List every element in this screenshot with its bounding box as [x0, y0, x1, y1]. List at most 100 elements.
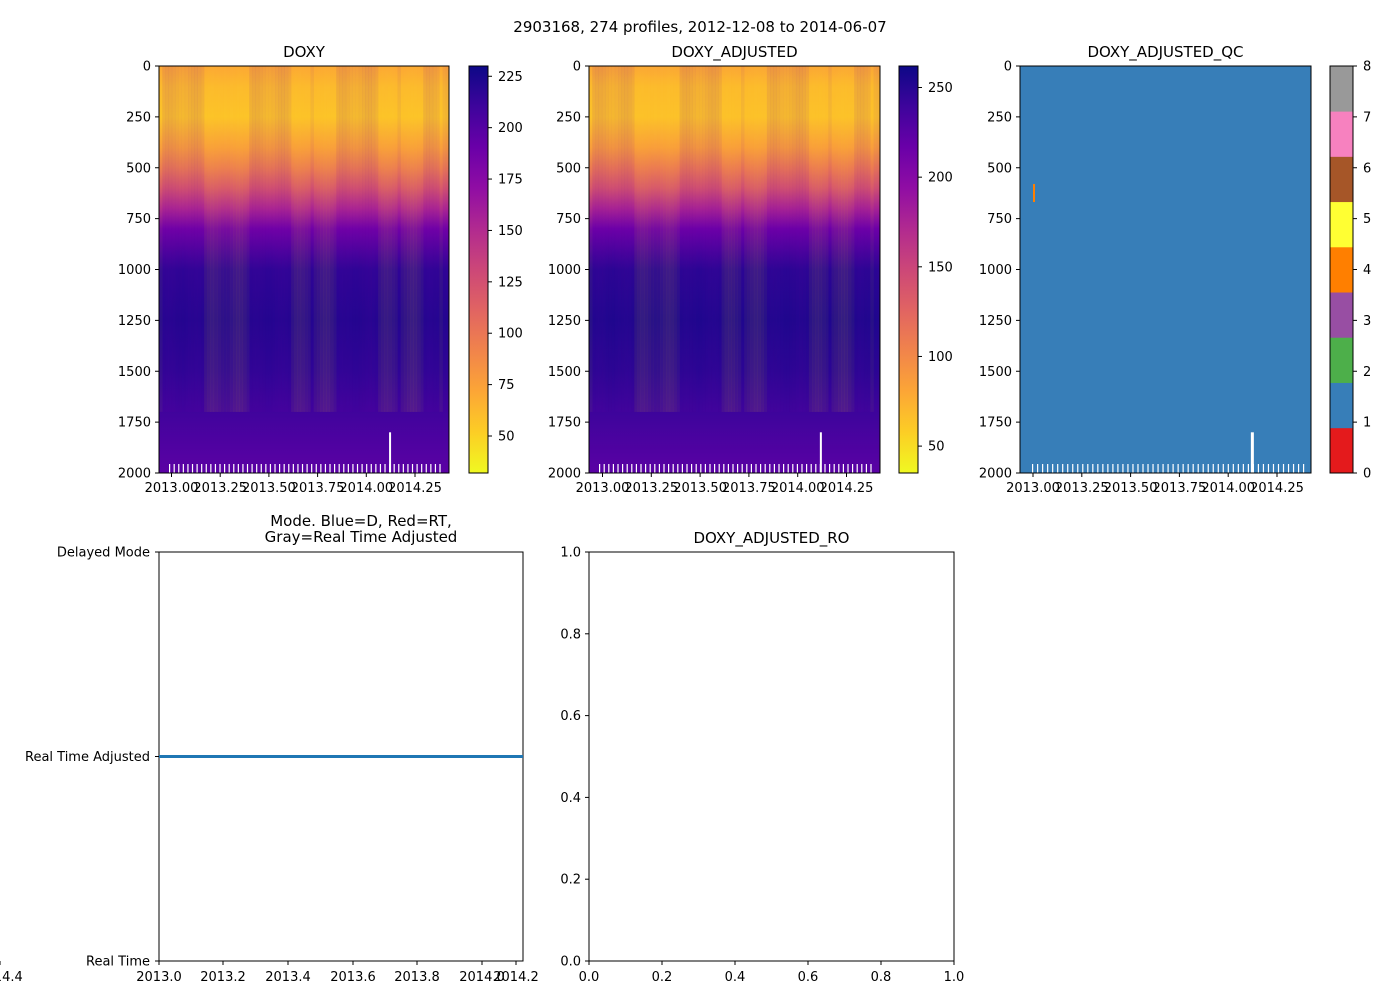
panel-doxy-profile-stripe: [249, 66, 253, 412]
panel-doxy-adjusted-profile-stripe: [870, 66, 874, 412]
panel-doxy-colorbar-label: 125: [498, 275, 523, 290]
panel-doxy-adjusted-qc-ytick-label: 500: [987, 161, 1012, 176]
panel-doxy-ytick-label: 2000: [118, 467, 151, 482]
panel-doxy-profile-stripe: [400, 66, 405, 412]
panel-doxy-adjusted-profile-stripe: [627, 66, 632, 412]
panel-doxy-adjusted-qc-bottom-gap: [1047, 464, 1049, 473]
panel-doxy-adjusted-bottom-gap: [700, 464, 702, 473]
panel-doxy-adjusted-bottom-gap: [824, 464, 826, 473]
panel-doxy-adjusted-bottom-gap: [654, 464, 656, 473]
panel-doxy-adjusted-qc-bottom-gap: [1207, 464, 1209, 473]
panel-doxy-adjusted-profile-stripe: [737, 66, 742, 412]
panel-doxy-adjusted-profile-stripe: [692, 66, 696, 412]
panel-doxy-adjusted-qc-bottom-gap: [1087, 464, 1089, 473]
panel-doxy-bottom-gap: [379, 464, 382, 473]
panel-doxy-profile-stripe: [236, 66, 240, 412]
panel-doxy-bottom-gap: [370, 464, 372, 473]
panel-doxy-adjusted-profile-stripe: [805, 66, 810, 412]
panel-doxy-bottom-gap: [425, 464, 427, 473]
panel-doxy-adjusted-bottom-gap: [681, 464, 683, 473]
panel-doxy-profile-stripe: [168, 66, 173, 412]
panel-doxy-bottom-gap: [311, 464, 313, 473]
panel-doxy-adjusted-qc-bottom-gap: [1157, 464, 1159, 473]
panel-doxy-adjusted-profile-stripe: [740, 66, 745, 412]
panel-doxy-adjusted-qc-colorbar-swatch: [1330, 292, 1353, 338]
panel-doxy-adjusted-qc-bottom-gap: [1222, 464, 1224, 473]
panel-doxy-adjusted-profile-stripe: [708, 66, 713, 412]
panel-doxy-colorbar-frame: [468, 65, 489, 474]
panel-mode-title: Mode. Blue=D, Red=RT, Gray=Real Time Adju…: [265, 512, 458, 546]
panel-doxy-adjusted-profile-stripe: [702, 66, 706, 412]
panel-doxy-adjusted-profile-stripe: [601, 66, 606, 412]
panel-doxy-bottom-gap: [182, 464, 184, 473]
panel-doxy-adjusted-qc-bottom-gap: [1282, 464, 1285, 473]
panel-doxy-bottom-gap: [324, 464, 327, 473]
panel-doxy-profile-stripe: [378, 66, 382, 412]
panel-doxy-adjusted-profile-stripe: [744, 66, 748, 412]
panel-doxy-bottom-gap: [246, 464, 249, 473]
panel-doxy-adjusted-qc-bottom-gap: [1242, 464, 1244, 473]
panel-doxy-adjusted-bottom-gap: [663, 464, 665, 473]
panel-doxy-ytick-label: 750: [126, 212, 151, 227]
panel-doxy-adjusted-bottom-gap: [769, 464, 771, 473]
panel-doxy-adjusted-qc-bottom-gap: [1137, 464, 1139, 473]
panel-doxy-adjusted-profile-stripe: [770, 66, 774, 412]
panel-doxy-adjusted-qc-bottom-gap: [1212, 464, 1214, 473]
panel-doxy-adjusted-qc-bottom-gap: [1162, 464, 1164, 473]
panel-doxy-profile-stripe: [410, 66, 414, 412]
panel-doxy-adjusted-bottom-gap: [677, 464, 679, 473]
panel-doxy-adjusted-ro-xtick-label: 0.8: [871, 970, 892, 985]
panel-doxy-profile-stripe: [162, 66, 166, 412]
panel-doxy-adjusted-qc-ytick-label: 250: [987, 110, 1012, 125]
panel-doxy-profile-stripe: [307, 66, 311, 412]
panel-doxy-profile-stripe: [333, 66, 337, 412]
panel-doxy-bottom-gap: [178, 464, 180, 473]
panel-doxy-profile-stripe: [387, 66, 392, 412]
panel-doxy-ytick-label: 1500: [118, 365, 151, 380]
panel-doxy-profile-stripe: [233, 66, 237, 412]
panel-doxy-adjusted-profile-stripe: [747, 66, 751, 412]
panel-doxy-bottom-gap: [434, 464, 437, 473]
panel-doxy-adjusted-qc-colorbar-label: 0: [1363, 467, 1371, 482]
panel-doxy-profile-stripe: [358, 66, 363, 412]
panel-doxy-profile-stripe: [271, 66, 276, 412]
panel-doxy-adjusted-profile-stripe: [863, 66, 868, 412]
panel-doxy-adjusted-profile-stripe: [763, 66, 768, 412]
panel-doxy-adjusted-qc-bottom-gap: [1292, 464, 1295, 473]
panel-doxy-bottom-gap: [329, 464, 331, 473]
panel-doxy-adjusted-qc-colorbar-swatch: [1330, 201, 1353, 248]
panel-doxy-profile-stripe: [371, 66, 376, 412]
panel-doxy-adjusted-qc-ytick-label: 2000: [979, 467, 1012, 482]
panel-doxy-adjusted-qc-bottom-gap: [1077, 464, 1079, 473]
panel-doxy-bottom-gap: [366, 464, 368, 473]
panel-doxy-adjusted-profile-stripe: [773, 66, 777, 412]
panel-doxy-profile-stripe: [339, 66, 343, 412]
panel-doxy-profile-stripe: [278, 66, 282, 412]
panel-doxy-adjusted-profile-stripe: [660, 66, 664, 412]
panel-doxy-adjusted-bottom-gap: [631, 464, 633, 473]
panel-doxy-adjusted-qc-bottom-gap: [1112, 464, 1114, 473]
panel-doxy-adjusted-profile-stripe: [663, 66, 667, 412]
panel-doxy-adjusted-bottom-gap: [714, 464, 716, 473]
panel-doxy-adjusted-profile-stripe: [837, 66, 842, 412]
panel-doxy-adjusted-bottom-gap: [741, 464, 743, 473]
panel-doxy-xtick-label: 2013.25: [193, 481, 247, 496]
panel-doxy-adjusted-profile-stripe: [611, 66, 616, 412]
panel-doxy-adjusted-profile-stripe: [831, 66, 836, 412]
panel-doxy-adjusted-qc-bottom-gap: [1117, 464, 1119, 473]
panel-doxy-adjusted-qc-xtick-label: 2014.00: [1201, 481, 1255, 496]
panel-doxy-profile-stripe: [171, 66, 176, 412]
panel-doxy-adjusted-colorbar-label: 250: [928, 81, 953, 96]
panel-doxy-bottom-gap: [233, 464, 235, 473]
panel-doxy-adjusted-profile-stripe: [689, 66, 693, 412]
panel-doxy-adjusted-profile-stripe: [786, 66, 790, 412]
panel-doxy-adjusted-qc-bottom-gap: [1127, 464, 1129, 473]
panel-doxy-adjusted-bottom-gap: [704, 464, 706, 473]
panel-doxy-adjusted-profile-stripe: [815, 66, 819, 412]
panel-doxy-adjusted-bottom-gap: [778, 464, 780, 473]
panel-doxy-profile-stripe: [191, 66, 195, 412]
panel-doxy-adjusted-profile-stripe: [686, 66, 690, 412]
panel-doxy-adjusted-bottom-gap: [727, 464, 729, 473]
panel-doxy-bottom-gap: [224, 464, 226, 473]
panel-doxy-bottom-gap: [292, 464, 294, 473]
